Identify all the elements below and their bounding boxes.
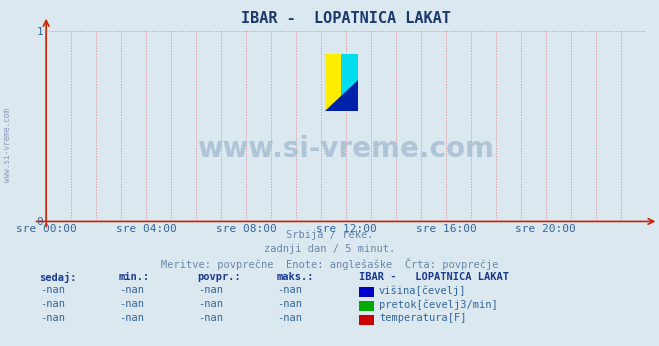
Text: www.si-vreme.com: www.si-vreme.com <box>3 108 13 182</box>
Text: -nan: -nan <box>119 313 144 323</box>
Text: -nan: -nan <box>198 285 223 295</box>
Text: -nan: -nan <box>40 299 65 309</box>
Text: -nan: -nan <box>119 285 144 295</box>
Text: -nan: -nan <box>277 285 302 295</box>
Text: pretok[čevelj3/min]: pretok[čevelj3/min] <box>379 299 498 310</box>
Text: -nan: -nan <box>40 313 65 323</box>
Text: višina[čevelj]: višina[čevelj] <box>379 285 467 296</box>
Text: IBAR -   LOPATNICA LAKAT: IBAR - LOPATNICA LAKAT <box>359 272 509 282</box>
Text: min.:: min.: <box>119 272 150 282</box>
Bar <box>325 54 341 111</box>
Text: www.si-vreme.com: www.si-vreme.com <box>198 135 494 163</box>
Text: temperatura[F]: temperatura[F] <box>379 313 467 323</box>
Text: -nan: -nan <box>198 313 223 323</box>
Text: -nan: -nan <box>40 285 65 295</box>
Text: povpr.:: povpr.: <box>198 272 241 282</box>
Text: maks.:: maks.: <box>277 272 314 282</box>
Text: -nan: -nan <box>198 299 223 309</box>
Text: -nan: -nan <box>277 313 302 323</box>
Text: sedaj:: sedaj: <box>40 272 77 283</box>
Text: -nan: -nan <box>277 299 302 309</box>
Title: IBAR -  LOPATNICA LAKAT: IBAR - LOPATNICA LAKAT <box>241 11 451 26</box>
Text: -nan: -nan <box>119 299 144 309</box>
Polygon shape <box>325 80 358 111</box>
Bar <box>341 54 358 111</box>
Text: Meritve: povprečne  Enote: anglešaške  Črta: povprečje: Meritve: povprečne Enote: anglešaške Črt… <box>161 258 498 270</box>
Text: Srbija / reke.: Srbija / reke. <box>286 230 373 240</box>
Text: zadnji dan / 5 minut.: zadnji dan / 5 minut. <box>264 244 395 254</box>
